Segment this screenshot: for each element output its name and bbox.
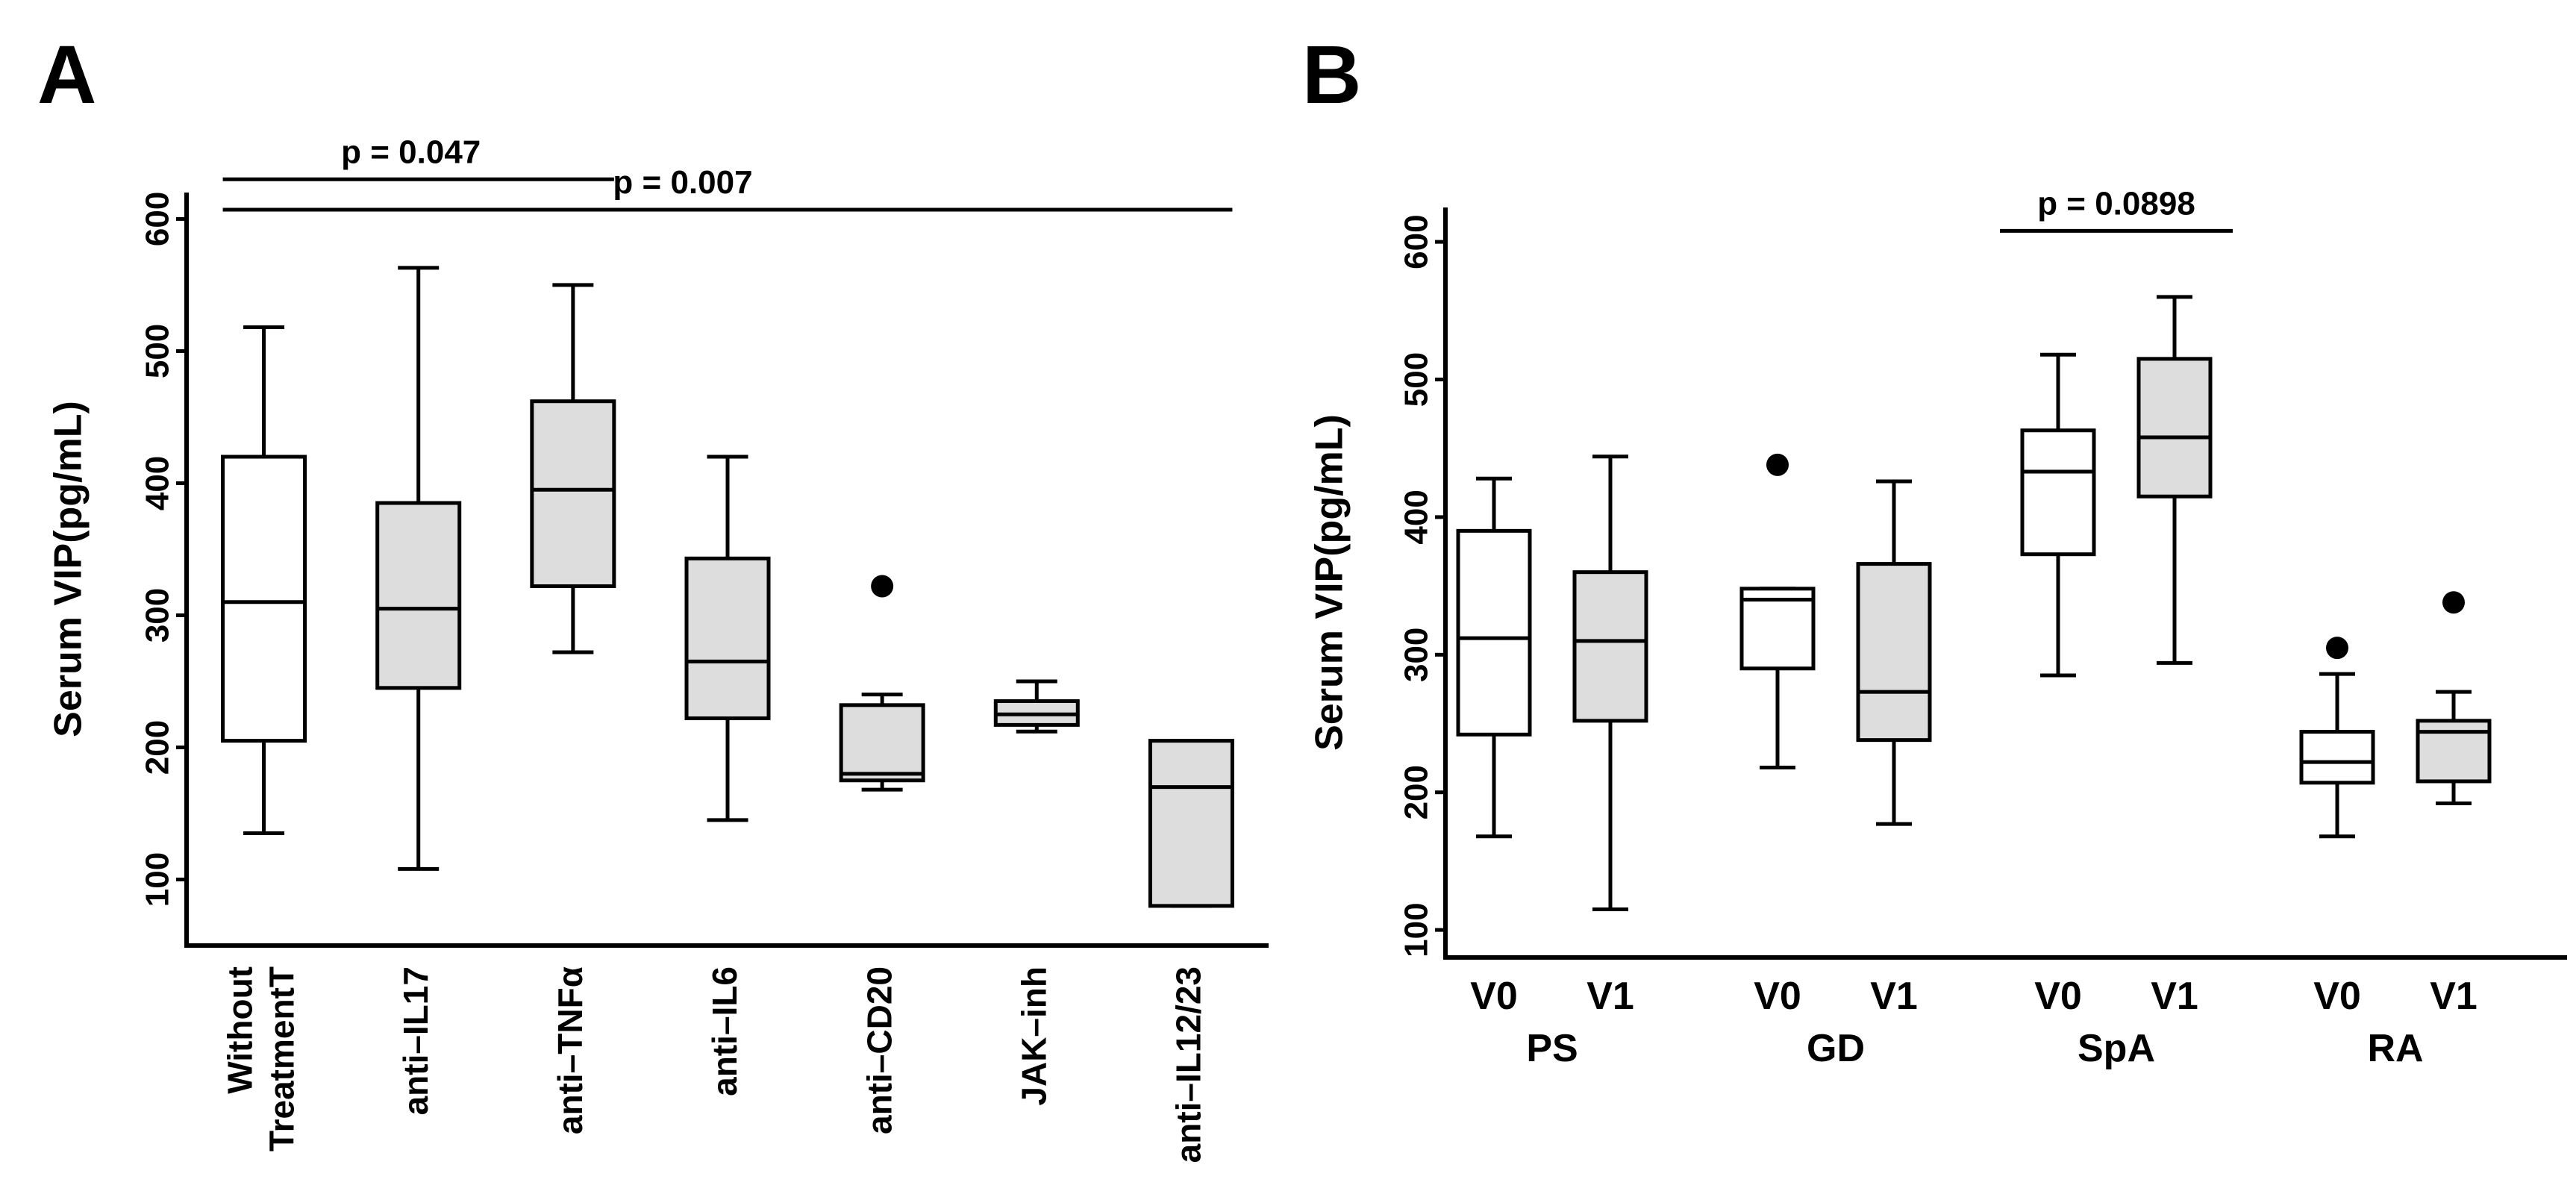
y-tick-label-b-200: 200 bbox=[1398, 765, 1435, 819]
y-tick-label-a-200: 200 bbox=[140, 720, 176, 775]
y-axis-title-b: Serum VIP(pg/mL) bbox=[1308, 414, 1351, 751]
y-tick-label-a-500: 500 bbox=[140, 324, 176, 378]
group-label-b-0: PS bbox=[1526, 1027, 1578, 1070]
box-a-4-outlier-0 bbox=[871, 575, 894, 598]
y-tick-label-b-300: 300 bbox=[1398, 628, 1435, 682]
box-b-2-box bbox=[1739, 587, 1816, 671]
visit-label-b-2: V0 bbox=[1754, 975, 1801, 1018]
box-b-1-box bbox=[1572, 570, 1648, 723]
box-a-3-box bbox=[684, 556, 771, 721]
group-label-b-1: GD bbox=[1807, 1027, 1865, 1070]
visit-label-b-6: V0 bbox=[2313, 975, 2361, 1018]
p-value-label-a-1: p = 0.007 bbox=[613, 164, 752, 201]
x-category-label-a-1: anti–IL17 bbox=[396, 966, 435, 1115]
x-category-label-a-3: anti–IL6 bbox=[705, 966, 744, 1096]
chart-panel-b: 100 200 300 400 500 600 Serum VIP(pg/mL) V0 V1 V0… bbox=[1308, 185, 2567, 1070]
x-category-label-a-0-line-1: TreatmentT bbox=[263, 966, 301, 1152]
visit-label-b-7: V1 bbox=[2430, 975, 2477, 1018]
x-category-label-a-5: JAK–inh bbox=[1014, 966, 1053, 1106]
y-tick-label-a-100: 100 bbox=[140, 852, 176, 907]
group-label-b-3: RA bbox=[2367, 1027, 2423, 1070]
box-b-6-box bbox=[2299, 730, 2375, 785]
y-tick-label-b-600: 600 bbox=[1398, 214, 1435, 269]
y-tick-label-a-400: 400 bbox=[140, 456, 176, 510]
p-value-label-a-0: p = 0.047 bbox=[341, 134, 481, 170]
box-b-7-box bbox=[2416, 719, 2492, 784]
visit-label-b-1: V1 bbox=[1586, 975, 1634, 1018]
visit-label-b-5: V1 bbox=[2151, 975, 2198, 1018]
y-tick-label-a-600: 600 bbox=[140, 192, 176, 246]
visit-label-b-3: V1 bbox=[1870, 975, 1918, 1018]
box-b-4-box bbox=[2020, 428, 2096, 557]
panel-letter-a: A bbox=[37, 29, 96, 121]
group-label-b-2: SpA bbox=[2078, 1027, 2155, 1070]
y-axis-title-a: Serum VIP(pg/mL) bbox=[47, 401, 90, 737]
box-b-7-outlier-0 bbox=[2442, 591, 2465, 614]
box-a-4-box bbox=[839, 703, 925, 783]
visit-label-b-4: V0 bbox=[2034, 975, 2082, 1018]
y-tick-label-b-100: 100 bbox=[1398, 902, 1435, 957]
box-b-5-box bbox=[2136, 357, 2213, 499]
y-tick-label-a-300: 300 bbox=[140, 588, 176, 643]
box-a-1-box bbox=[375, 501, 462, 690]
y-tick-label-b-400: 400 bbox=[1398, 490, 1435, 544]
box-b-6-outlier-0 bbox=[2326, 637, 2348, 660]
box-a-0-box bbox=[221, 454, 307, 743]
chart-panel-a: 100 200 300 400 500 600 Serum VIP(pg/mL) Withou… bbox=[47, 134, 1269, 1163]
box-b-3-box bbox=[1856, 562, 1932, 743]
x-category-label-a-4: anti–CD20 bbox=[860, 966, 898, 1134]
box-b-2-outlier-0 bbox=[1766, 453, 1789, 476]
panel-letter-b: B bbox=[1302, 29, 1361, 121]
box-a-6-box bbox=[1148, 739, 1234, 908]
box-b-0-box bbox=[1456, 528, 1532, 737]
visit-label-b-0: V0 bbox=[1470, 975, 1518, 1018]
x-category-label-a-2: anti–TNFα bbox=[551, 966, 590, 1134]
x-category-label-a-0-line-0: Without bbox=[221, 966, 260, 1094]
y-tick-label-b-500: 500 bbox=[1398, 352, 1435, 407]
x-category-label-a-6: anti–IL12/23 bbox=[1169, 966, 1208, 1163]
box-a-2-box bbox=[530, 399, 616, 589]
p-value-label-b-0: p = 0.0898 bbox=[2037, 185, 2195, 222]
